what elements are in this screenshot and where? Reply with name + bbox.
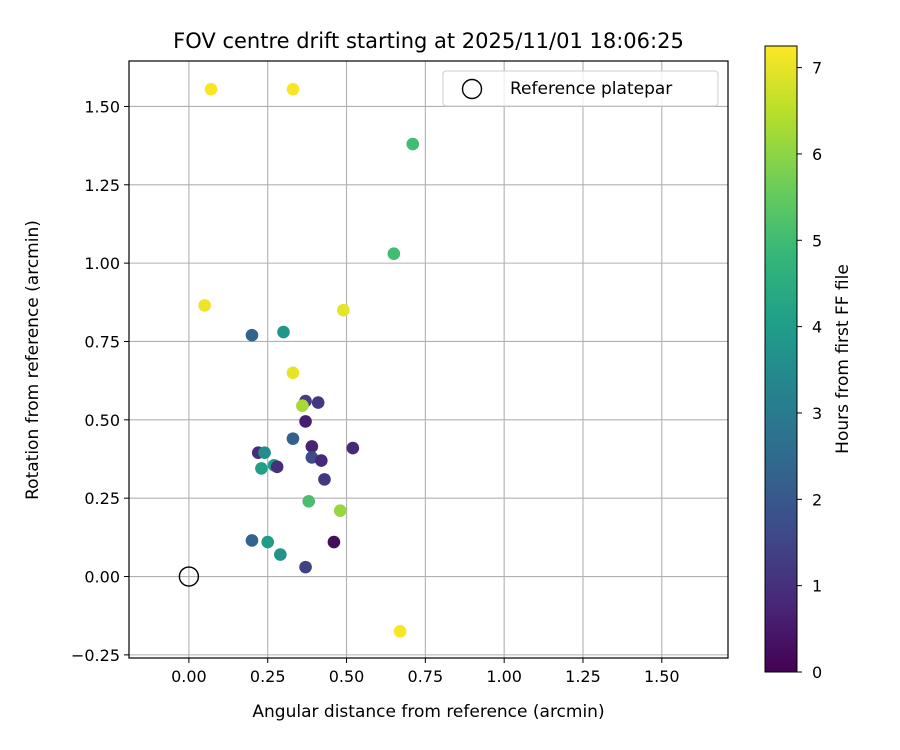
chart-title: FOV centre drift starting at 2025/11/01 … [173, 29, 684, 53]
scatter-point [387, 247, 401, 261]
scatter-point [198, 299, 211, 312]
x-tick-label: 1.00 [486, 667, 522, 686]
scatter-points [178, 82, 420, 638]
legend: Reference platepar [442, 70, 719, 107]
y-tick-label: 0.50 [84, 411, 120, 430]
x-tick-label: 0.00 [171, 667, 207, 686]
colorbar-tick-label: 6 [812, 145, 822, 164]
y-tick-label: 0.75 [84, 332, 120, 351]
x-axis-ticks: 0.00 0.25 0.50 0.75 1.00 1.25 1.50 [171, 658, 680, 686]
colorbar-label: Hours from first FF file [833, 264, 853, 454]
legend-label-reference: Reference platepar [510, 79, 672, 99]
x-tick-label: 0.50 [329, 667, 365, 686]
colorbar-tick-label: 5 [812, 231, 822, 250]
colorbar-ticks: 0 1 2 3 4 5 6 7 [797, 59, 822, 682]
colorbar-gradient [764, 45, 798, 673]
legend-box [442, 70, 719, 107]
scatter-point [305, 440, 319, 453]
colorbar-tick-label: 3 [812, 404, 822, 423]
scatter-point [337, 303, 350, 317]
scatter-point [204, 82, 218, 96]
colorbar-tick-label: 4 [812, 318, 822, 337]
scatter-point [346, 441, 360, 455]
scatter-point [302, 495, 316, 508]
colorbar: 0 1 2 3 4 5 6 7 Hours from first FF file [764, 45, 853, 682]
x-axis-label: Angular distance from reference (arcmin) [252, 702, 604, 722]
y-tick-label: 1.25 [84, 176, 120, 195]
colorbar-tick-label: 2 [812, 490, 822, 509]
scatter-point [305, 451, 319, 464]
y-axis-ticks: −0.25 0.00 0.25 0.50 0.75 1.00 1.25 1.50 [71, 97, 129, 665]
scatter-point [406, 137, 420, 151]
scatter-point [274, 548, 287, 561]
scatter-point [286, 432, 300, 445]
y-tick-label: 0.25 [84, 489, 120, 508]
y-tick-label: 0.00 [84, 568, 120, 587]
grid [129, 61, 728, 658]
x-tick-label: 0.75 [408, 667, 444, 686]
scatter-point [255, 462, 268, 475]
scatter-point [315, 454, 328, 467]
y-tick-label: −0.25 [71, 646, 120, 665]
x-tick-label: 1.50 [644, 667, 680, 686]
colorbar-tick-label: 0 [812, 663, 822, 682]
scatter-point [245, 328, 259, 342]
y-tick-label: 1.00 [84, 254, 120, 273]
y-axis-label: Rotation from reference (arcmin) [23, 220, 43, 500]
scatter-point [299, 560, 312, 574]
scatter-point [286, 366, 300, 380]
scatter-point [393, 625, 407, 638]
scatter-point [333, 504, 347, 518]
legend-marker-reference [461, 78, 483, 100]
x-tick-label: 0.25 [250, 667, 286, 686]
scatter-point [258, 446, 271, 460]
scatter-point [286, 82, 300, 96]
reference-platepar-marker [178, 566, 200, 587]
scatter-point [261, 535, 275, 549]
scatter-point [318, 473, 331, 486]
scatter-point [277, 325, 290, 339]
y-tick-label: 1.50 [84, 97, 120, 116]
scatter-point [245, 534, 259, 547]
plot-area-frame [128, 60, 729, 659]
colorbar-tick-label: 7 [812, 59, 822, 78]
scatter-point [296, 399, 309, 413]
colorbar-tick-label: 1 [812, 577, 822, 596]
scatter-point [311, 396, 325, 409]
scatter-point [299, 415, 312, 428]
x-tick-label: 1.25 [565, 667, 601, 686]
scatter-point [327, 535, 341, 549]
scatter-point [270, 460, 284, 474]
